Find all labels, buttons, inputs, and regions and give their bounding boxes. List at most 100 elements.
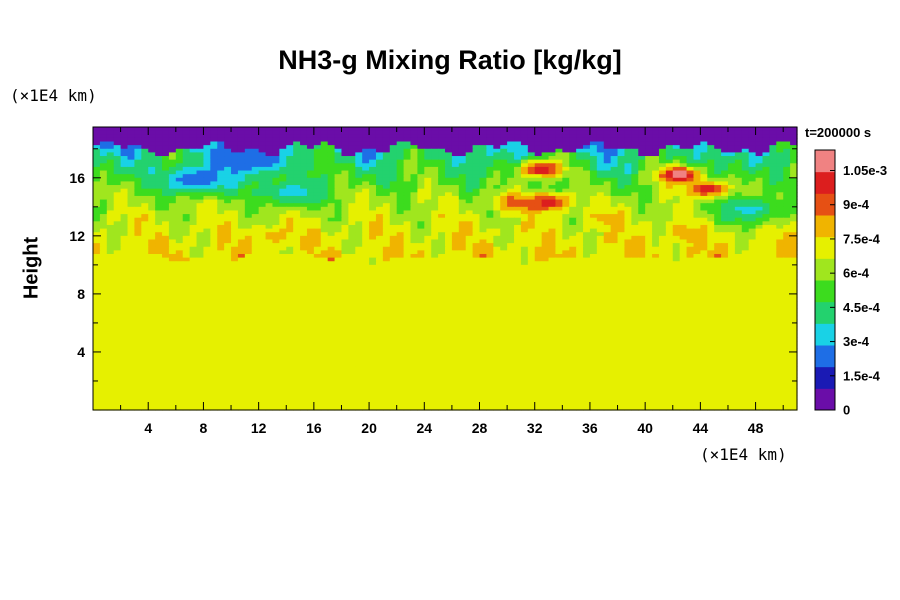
heatmap-cell xyxy=(279,250,287,255)
heatmap-cell xyxy=(755,261,764,266)
heatmap-cell xyxy=(541,283,550,288)
heatmap-cell xyxy=(141,174,149,179)
heatmap-cell xyxy=(652,156,660,161)
heatmap-cell xyxy=(610,250,619,255)
heatmap-cell xyxy=(562,148,570,153)
heatmap-cell xyxy=(727,163,736,168)
heatmap-cell xyxy=(783,250,791,255)
heatmap-cell xyxy=(617,134,626,139)
heatmap-cell xyxy=(438,297,446,302)
heatmap-cell xyxy=(293,152,301,157)
heatmap-cell xyxy=(631,243,639,248)
heatmap-cell xyxy=(217,268,225,273)
heatmap-cell xyxy=(279,134,287,139)
heatmap-cell xyxy=(237,235,246,241)
heatmap-cell xyxy=(279,217,287,222)
heatmap-cell xyxy=(748,250,757,255)
heatmap-cell xyxy=(727,275,736,280)
heatmap-cell xyxy=(389,152,398,157)
heatmap-cell xyxy=(658,257,667,262)
heatmap-cell xyxy=(113,279,122,284)
heatmap-cell xyxy=(120,188,129,193)
heatmap-cell xyxy=(203,203,211,208)
heatmap-cell xyxy=(320,228,329,233)
heatmap-cell xyxy=(196,261,205,266)
heatmap-cell xyxy=(210,268,218,273)
heatmap-cell xyxy=(596,199,605,204)
heatmap-cell xyxy=(665,232,674,237)
heatmap-cell xyxy=(431,210,439,215)
heatmap-cell xyxy=(686,279,695,284)
heatmap-cell xyxy=(672,156,681,161)
heatmap-cell xyxy=(382,192,391,197)
heatmap-cell xyxy=(714,185,722,190)
heatmap-cell xyxy=(727,253,736,259)
heatmap-cell xyxy=(700,166,708,172)
heatmap-cell xyxy=(562,210,570,215)
heatmap-cell xyxy=(369,232,377,237)
heatmap-cell xyxy=(327,243,336,248)
heatmap-cell xyxy=(224,301,232,306)
heatmap-cell xyxy=(182,221,191,226)
heatmap-cell xyxy=(189,127,198,132)
heatmap-cell xyxy=(714,195,722,201)
heatmap-cell xyxy=(251,257,260,262)
heatmap-cell xyxy=(362,268,370,273)
heatmap-cell xyxy=(486,253,494,259)
heatmap-cell xyxy=(300,163,308,168)
heatmap-cell xyxy=(776,185,784,190)
heatmap-cell xyxy=(251,159,260,164)
heatmap-cell xyxy=(210,177,218,183)
heatmap-cell xyxy=(251,224,260,230)
heatmap-cell xyxy=(162,232,170,237)
heatmap-cell xyxy=(120,286,129,291)
heatmap-cell xyxy=(610,174,619,179)
heatmap-cell xyxy=(714,272,722,277)
heatmap-cell xyxy=(617,199,626,204)
heatmap-cell xyxy=(141,272,149,277)
heatmap-cell xyxy=(741,217,750,222)
heatmap-cell xyxy=(507,235,515,241)
heatmap-cell xyxy=(610,166,619,172)
heatmap-cell xyxy=(576,214,584,219)
heatmap-cell xyxy=(583,257,591,262)
heatmap-cell xyxy=(583,206,591,212)
heatmap-cell xyxy=(389,268,398,273)
heatmap-cell xyxy=(389,253,398,259)
heatmap-cell xyxy=(665,170,674,175)
heatmap-cell xyxy=(741,232,750,237)
heatmap-cell xyxy=(451,290,460,295)
heatmap-cell xyxy=(237,268,246,273)
heatmap-cell xyxy=(548,264,557,270)
heatmap-cell xyxy=(645,174,653,179)
heatmap-cell xyxy=(576,210,584,215)
heatmap-cell xyxy=(224,246,232,251)
heatmap-cell xyxy=(265,210,274,215)
heatmap-cell xyxy=(313,257,322,262)
heatmap-cell xyxy=(306,166,315,172)
heatmap-cell xyxy=(403,257,412,262)
heatmap-cell xyxy=(465,297,474,302)
heatmap-cell xyxy=(507,177,515,183)
heatmap-cell xyxy=(714,301,722,306)
heatmap-cell xyxy=(106,253,115,259)
heatmap-cell xyxy=(748,283,757,288)
heatmap-cell xyxy=(569,228,577,233)
heatmap-cell xyxy=(162,279,170,284)
heatmap-cell xyxy=(99,232,108,237)
heatmap-cell xyxy=(596,145,605,150)
heatmap-cell xyxy=(410,156,418,161)
heatmap-cell xyxy=(755,250,764,255)
heatmap-cell xyxy=(320,127,329,132)
heatmap-cell xyxy=(658,210,667,215)
heatmap-cell xyxy=(155,253,163,259)
heatmap-cell xyxy=(300,243,308,248)
heatmap-cell xyxy=(293,272,301,277)
heatmap-cell xyxy=(258,145,267,150)
heatmap-cell xyxy=(362,188,370,193)
heatmap-cell xyxy=(721,214,729,219)
heatmap-cell xyxy=(624,268,632,273)
heatmap-cell xyxy=(175,156,184,161)
heatmap-cell xyxy=(182,163,191,168)
heatmap-cell xyxy=(258,210,267,215)
